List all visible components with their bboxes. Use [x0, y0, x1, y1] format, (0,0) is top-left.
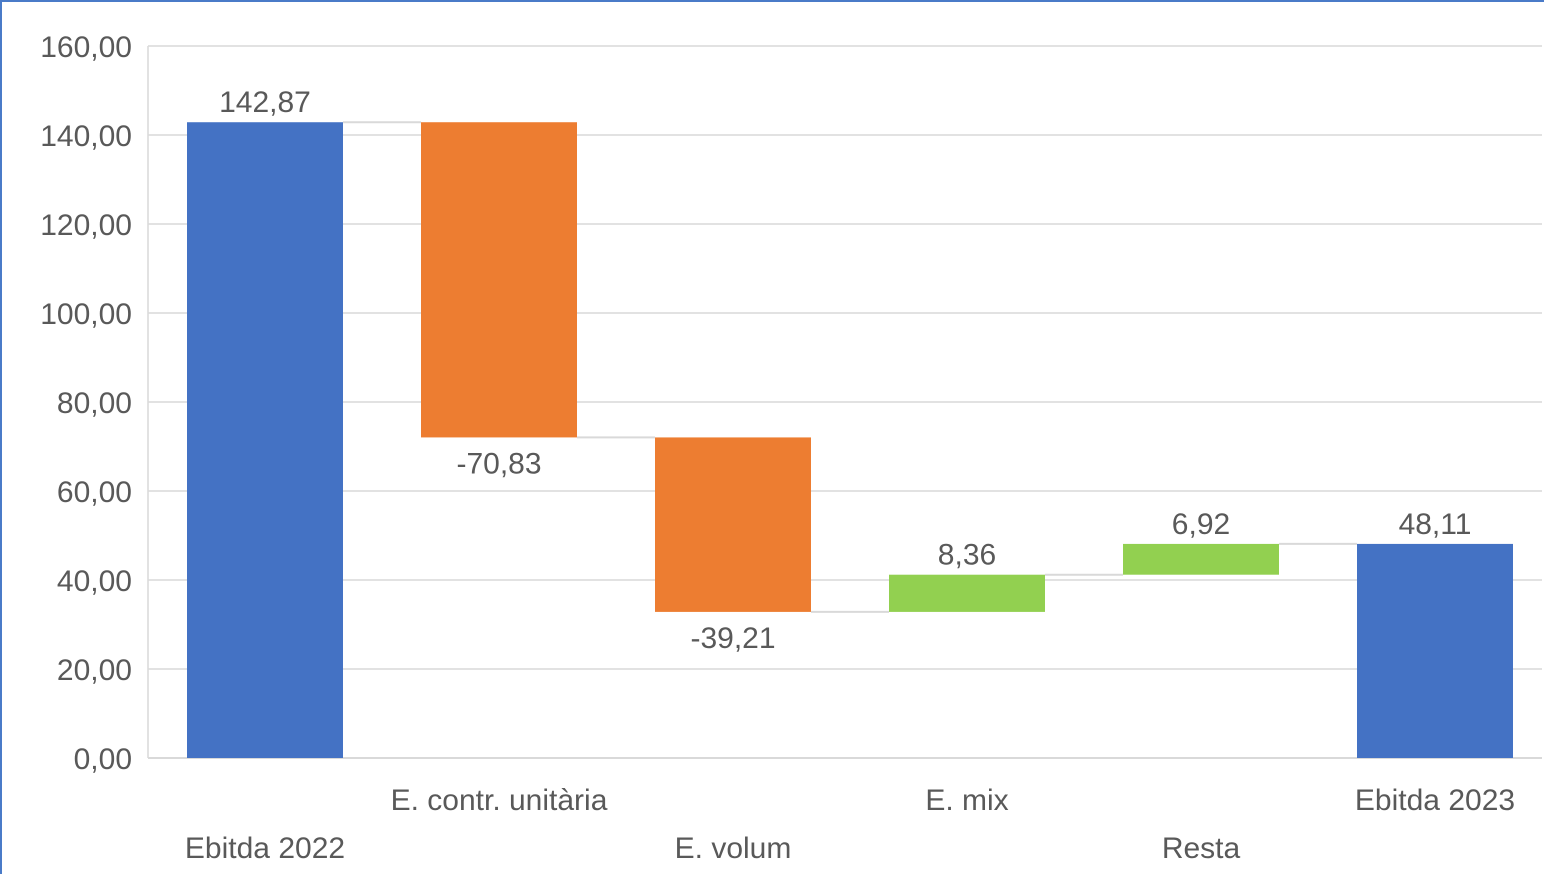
data-label: 142,87 [219, 86, 311, 119]
x-category-label: Resta [1162, 832, 1241, 865]
bar-layer [187, 122, 1513, 758]
connector-layer [343, 121, 1357, 613]
grid-layer [147, 45, 1544, 759]
data-label: 48,11 [1399, 508, 1472, 541]
y-tick-label: 0,00 [74, 743, 132, 776]
y-tick-label: 40,00 [57, 565, 132, 598]
y-tick-label: 120,00 [40, 209, 132, 242]
x-category-label: E. mix [925, 784, 1008, 817]
y-axis-tick-labels: 0,00 20,00 40,00 60,00 80,00 100,00 120,00 140,… [40, 31, 132, 776]
x-category-label: Ebitda 2023 [1355, 784, 1515, 817]
bar-4 [889, 574, 1045, 612]
value-label-layer: 142,87 -70,83 -39,21 8,36 6,92 48,11 [219, 86, 1471, 655]
data-label: 8,36 [938, 539, 996, 572]
bar-3 [655, 437, 811, 612]
bar-6 [1357, 543, 1513, 758]
x-axis-category-labels: Ebitda 2022 E. contr. unitària E. volum E. … [185, 784, 1515, 865]
bar-5 [1123, 543, 1279, 575]
x-category-label: E. volum [675, 832, 792, 865]
y-tick-label: 80,00 [57, 387, 132, 420]
bar-2 [421, 122, 577, 438]
y-tick-label: 160,00 [40, 31, 132, 64]
x-category-label: Ebitda 2022 [185, 832, 345, 865]
y-tick-label: 100,00 [40, 298, 132, 331]
x-category-label: E. contr. unitària [391, 784, 608, 817]
data-label: 6,92 [1172, 508, 1230, 541]
data-label: -39,21 [690, 622, 775, 655]
bar-1 [187, 122, 343, 758]
data-label: -70,83 [456, 447, 541, 480]
y-tick-label: 140,00 [40, 120, 132, 153]
y-tick-label: 60,00 [57, 476, 132, 509]
y-tick-label: 20,00 [57, 654, 132, 687]
